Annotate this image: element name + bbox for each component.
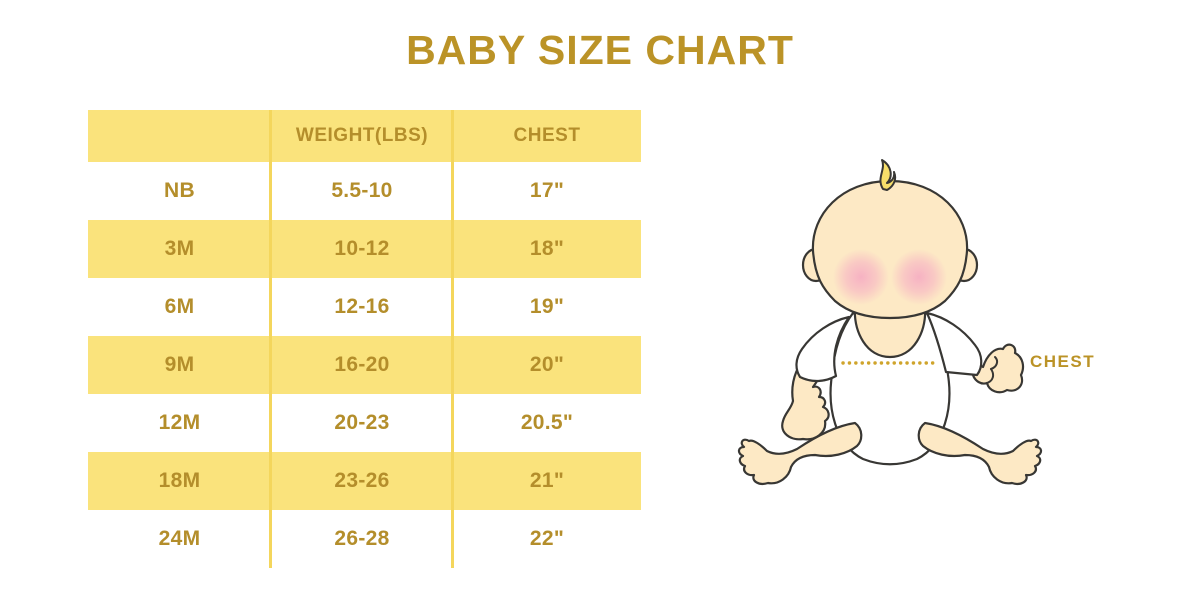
chest-cell: 17" — [529, 179, 565, 202]
baby-arm-right — [955, 343, 1025, 394]
weight-cell: 12-16 — [334, 295, 390, 318]
chest-cell: 19" — [529, 295, 565, 318]
chest-cell: 20.5" — [520, 411, 574, 434]
baby-arm-left — [781, 361, 830, 441]
baby-finger-line — [990, 356, 999, 370]
baby-cheek-right — [891, 249, 947, 305]
baby-cheek-left — [833, 249, 889, 305]
table-row: 12M 20-23 20.5" — [88, 394, 641, 452]
baby-hair-curl — [879, 159, 897, 191]
table-row: 6M 12-16 19" — [88, 278, 641, 336]
weight-cell: 26-28 — [334, 527, 390, 550]
weight-cell: 5.5-10 — [331, 179, 393, 202]
baby-head — [811, 179, 969, 320]
table-header-row: WEIGHT(LBS) CHEST — [88, 110, 641, 162]
chest-cell: 20" — [529, 353, 565, 376]
header-weight: WEIGHT(LBS) — [295, 125, 429, 146]
size-table: WEIGHT(LBS) CHEST NB 5.5-10 17" 3M 10-12… — [88, 110, 641, 568]
weight-cell: 23-26 — [334, 469, 390, 492]
baby-finger-line — [986, 368, 995, 384]
chest-cell: 18" — [529, 237, 565, 260]
weight-cell: 16-20 — [334, 353, 390, 376]
baby-leg-left — [737, 421, 863, 485]
header-chest: CHEST — [513, 125, 581, 146]
chest-cell: 21" — [529, 469, 565, 492]
table-row: 24M 26-28 22" — [88, 510, 641, 568]
column-divider — [451, 110, 454, 568]
weight-cell: 20-23 — [334, 411, 390, 434]
size-cell: 24M — [158, 527, 201, 550]
weight-cell: 10-12 — [334, 237, 390, 260]
table-row: 9M 16-20 20" — [88, 336, 641, 394]
chest-measure-label: CHEST — [1030, 352, 1096, 371]
size-cell: 6M — [164, 295, 195, 318]
size-cell: 3M — [164, 237, 195, 260]
size-cell: 12M — [158, 411, 201, 434]
column-divider — [269, 110, 272, 568]
size-cell: 9M — [164, 353, 195, 376]
baby-illustration — [735, 155, 1045, 500]
page-title: BABY SIZE CHART — [406, 27, 794, 73]
baby-sleeve-right — [925, 311, 983, 377]
chest-cell: 22" — [529, 527, 565, 550]
table-row: 3M 10-12 18" — [88, 220, 641, 278]
table-row: 18M 23-26 21" — [88, 452, 641, 510]
baby-leg-right — [917, 421, 1043, 485]
size-cell: NB — [164, 179, 195, 202]
baby-sleeve-left — [795, 315, 851, 383]
size-cell: 18M — [158, 469, 201, 492]
table-row: NB 5.5-10 17" — [88, 162, 641, 220]
baby-illustration-svg — [737, 159, 1043, 485]
